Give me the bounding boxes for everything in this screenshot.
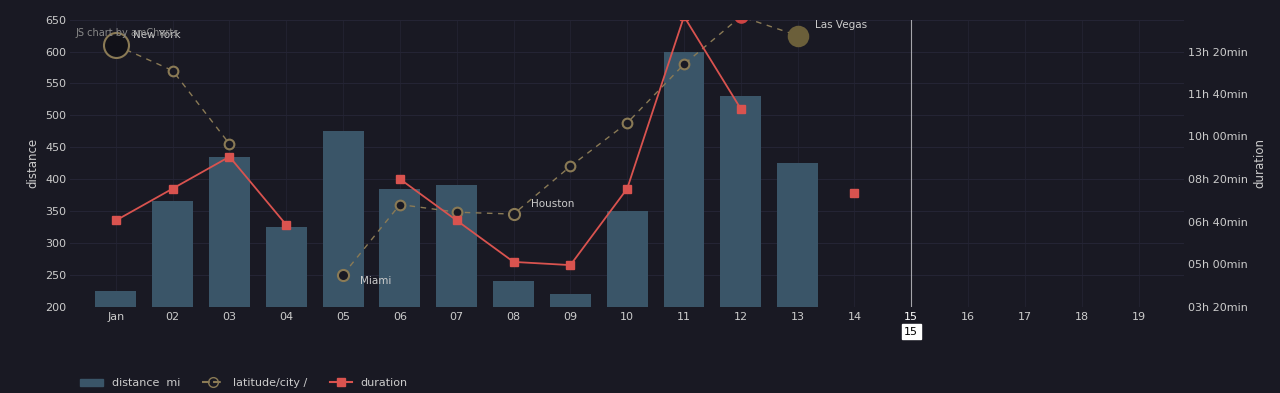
Bar	[721, 96, 762, 307]
Bar	[777, 163, 818, 307]
Bar	[96, 290, 136, 307]
Bar	[663, 51, 704, 307]
Bar	[607, 211, 648, 307]
Text: Las Vegas: Las Vegas	[814, 20, 867, 31]
Y-axis label: distance: distance	[27, 138, 40, 188]
Text: Miami: Miami	[360, 276, 392, 286]
Bar	[436, 185, 477, 307]
Text: Houston: Houston	[531, 199, 573, 209]
Bar	[209, 157, 250, 307]
Bar	[152, 201, 193, 307]
Y-axis label: duration: duration	[1253, 138, 1267, 188]
Text: 15: 15	[904, 327, 918, 336]
Text: New York: New York	[133, 30, 180, 40]
Bar	[493, 281, 534, 307]
Legend: distance  mi, latitude/city /, duration: distance mi, latitude/city /, duration	[76, 374, 412, 393]
Bar	[550, 294, 591, 307]
Bar	[323, 131, 364, 307]
Bar	[266, 227, 307, 307]
Bar	[379, 189, 420, 307]
Text: JS chart by amCharts: JS chart by amCharts	[76, 28, 179, 38]
